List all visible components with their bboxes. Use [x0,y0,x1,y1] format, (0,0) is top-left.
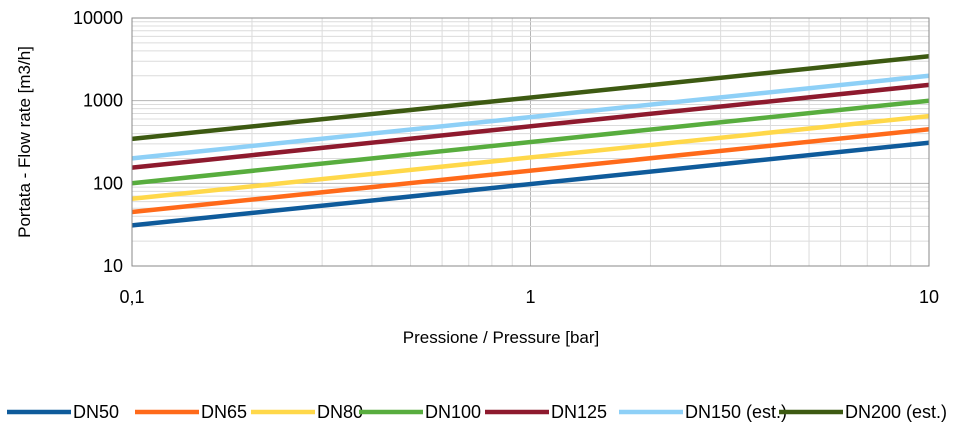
legend-label: DN50 [73,402,119,422]
legend-label: DN100 [425,402,481,422]
y-tick-label: 100 [93,173,123,193]
x-tick-label: 1 [525,287,535,307]
y-tick-label: 10000 [73,8,123,28]
x-axis-label: Pressione / Pressure [bar] [403,328,600,347]
legend-label: DN125 [551,402,607,422]
x-tick-label: 10 [919,287,939,307]
y-axis-label: Portata - Flow rate [m3/h] [15,46,34,238]
y-tick-labels: 10 100 1000 10000 [73,8,123,276]
legend-label: DN80 [317,402,363,422]
y-tick-label: 10 [103,256,123,276]
legend-label: DN150 (est.) [685,402,787,422]
legend-label: DN65 [201,402,247,422]
x-tick-label: 0,1 [119,287,144,307]
x-tick-labels: 0,1 1 10 [119,287,939,307]
legend: DN50 DN65 DN80 DN100 DN125 DN150 (est.) DN200 … [7,402,947,422]
y-tick-label: 1000 [83,91,123,111]
legend-label: DN200 (est.) [845,402,947,422]
